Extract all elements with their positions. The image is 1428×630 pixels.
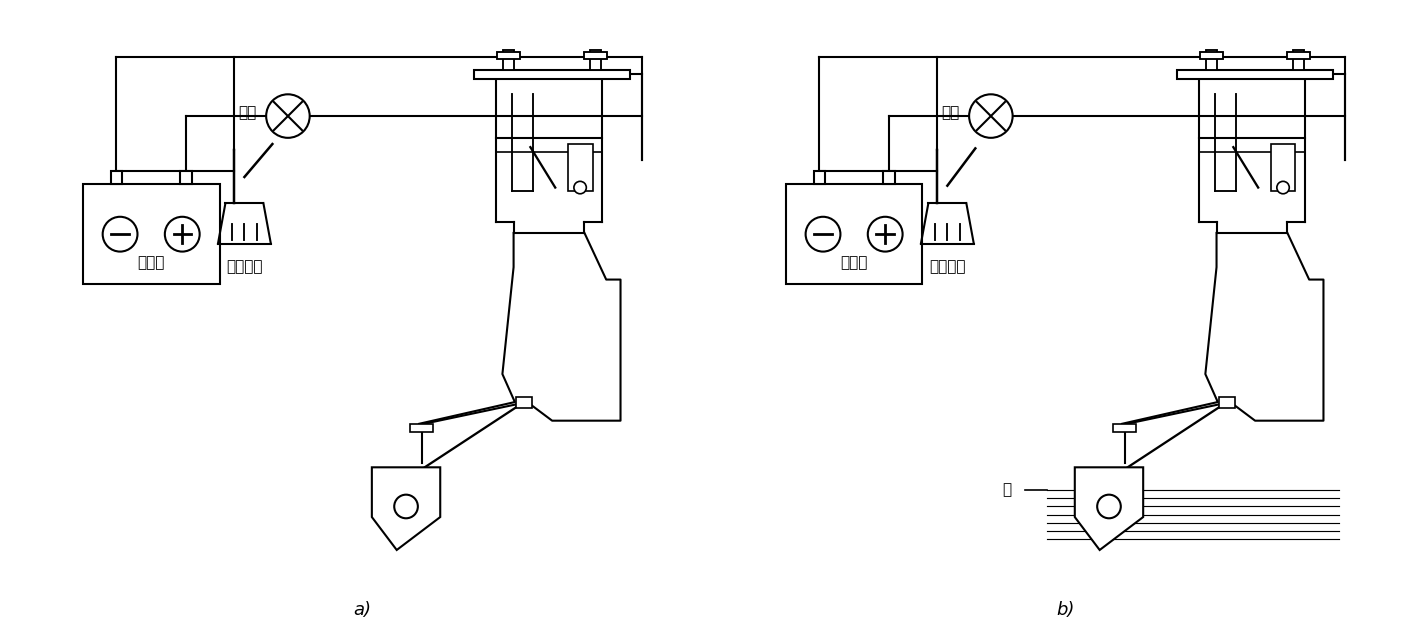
Circle shape bbox=[394, 495, 418, 518]
Bar bbox=[180, 171, 191, 185]
Text: a): a) bbox=[354, 601, 371, 619]
Text: 水: 水 bbox=[1002, 482, 1011, 497]
Circle shape bbox=[164, 217, 200, 251]
Circle shape bbox=[103, 217, 137, 251]
Circle shape bbox=[805, 217, 841, 251]
Text: 灯灭: 灯灭 bbox=[941, 105, 960, 120]
Circle shape bbox=[266, 94, 310, 138]
Bar bbox=[1114, 424, 1135, 432]
Bar bbox=[1292, 50, 1304, 70]
Circle shape bbox=[1097, 495, 1121, 518]
Bar bbox=[814, 171, 825, 185]
Bar bbox=[1288, 52, 1309, 59]
Bar bbox=[111, 171, 121, 185]
Polygon shape bbox=[1075, 467, 1144, 550]
Bar bbox=[410, 424, 433, 432]
Bar bbox=[568, 144, 593, 191]
Circle shape bbox=[1277, 181, 1289, 194]
Bar bbox=[590, 50, 601, 70]
Polygon shape bbox=[371, 467, 440, 550]
Bar bbox=[503, 50, 514, 70]
Bar bbox=[584, 52, 607, 59]
Bar bbox=[1207, 50, 1217, 70]
Circle shape bbox=[970, 94, 1012, 138]
Circle shape bbox=[574, 181, 587, 194]
Text: 液位开关: 液位开关 bbox=[930, 260, 965, 275]
Text: 蓄电池: 蓄电池 bbox=[137, 255, 164, 270]
Bar bbox=[1220, 397, 1235, 408]
Bar bbox=[516, 397, 533, 408]
Bar bbox=[83, 185, 220, 284]
Text: 蓄电池: 蓄电池 bbox=[841, 255, 868, 270]
Bar bbox=[785, 185, 922, 284]
Bar bbox=[1177, 70, 1332, 79]
Circle shape bbox=[868, 217, 902, 251]
Bar bbox=[474, 70, 630, 79]
Bar bbox=[497, 52, 520, 59]
Text: b): b) bbox=[1057, 601, 1075, 619]
Bar bbox=[1271, 144, 1295, 191]
Text: 液位开关: 液位开关 bbox=[226, 260, 263, 275]
Bar bbox=[1201, 52, 1222, 59]
Text: 灯亮: 灯亮 bbox=[238, 105, 257, 120]
Bar bbox=[884, 171, 894, 185]
